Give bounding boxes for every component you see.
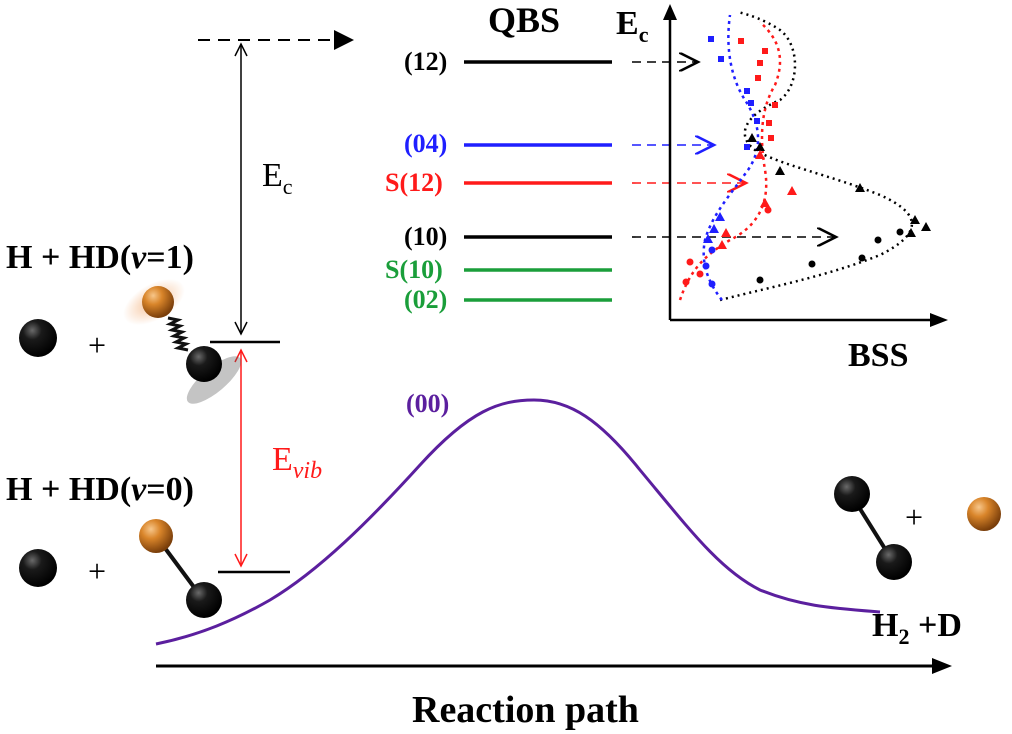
reactant-v1-label: H + HD(v=1)	[6, 239, 194, 276]
svg-text:(04): (04)	[404, 129, 447, 158]
h-atom-product-1	[834, 476, 870, 512]
inset-x-label: BSS	[848, 337, 909, 374]
inset-blue-points	[702, 36, 760, 288]
h-atom-v1-bonded	[186, 346, 222, 382]
h-atom-product-2	[876, 544, 912, 580]
h-atom-v0	[19, 549, 57, 587]
svg-text:S(12): S(12)	[385, 168, 443, 197]
plus-sign-v0: +	[88, 553, 106, 589]
svg-text:S(10): S(10)	[385, 255, 443, 284]
reaction-path-label: Reaction path	[412, 689, 639, 731]
inset-red-points	[682, 38, 797, 286]
d-atom-v1	[142, 286, 174, 318]
h-atom-v0-bonded	[186, 582, 222, 618]
products-label: H2 +D	[872, 607, 962, 649]
svg-text:(02): (02)	[404, 285, 447, 314]
h-atom-v1	[19, 319, 57, 357]
reaction-barrier-curve	[155, 398, 881, 646]
qbs-level-10: (10)	[404, 222, 836, 251]
qbs-header: QBS	[488, 0, 560, 40]
inset-blue-fit	[702, 14, 760, 301]
evib-label: Evib	[272, 441, 322, 484]
qbs-level-04: (04)	[404, 129, 714, 158]
plus-sign-products: +	[905, 499, 923, 535]
qbs-level-s10: S(10)	[385, 255, 612, 284]
svg-text:(10): (10)	[404, 222, 447, 251]
inset-black-points	[747, 133, 931, 284]
reactant-v0-label: H + HD(v=0)	[6, 471, 194, 508]
spring-bond	[165, 316, 191, 352]
barrier-label: (00)	[406, 389, 449, 418]
svg-text:(12): (12)	[404, 47, 447, 76]
inset-x-arrowhead	[930, 313, 948, 327]
inset-y-arrowhead	[663, 4, 677, 20]
motion-blur-h	[186, 356, 242, 404]
inset-y-label: Ec	[616, 5, 649, 47]
qbs-level-s12: S(12)	[385, 168, 746, 197]
qbs-level-12: (12)	[404, 47, 698, 76]
inset-black-fit	[719, 10, 914, 302]
plus-sign-v1: +	[88, 327, 106, 363]
ec-label: Ec	[262, 157, 293, 199]
reaction-path-arrowhead	[932, 658, 952, 674]
qbs-level-02: (02)	[404, 285, 612, 314]
d-atom-v0	[139, 519, 173, 553]
d-atom-product	[967, 497, 1001, 531]
